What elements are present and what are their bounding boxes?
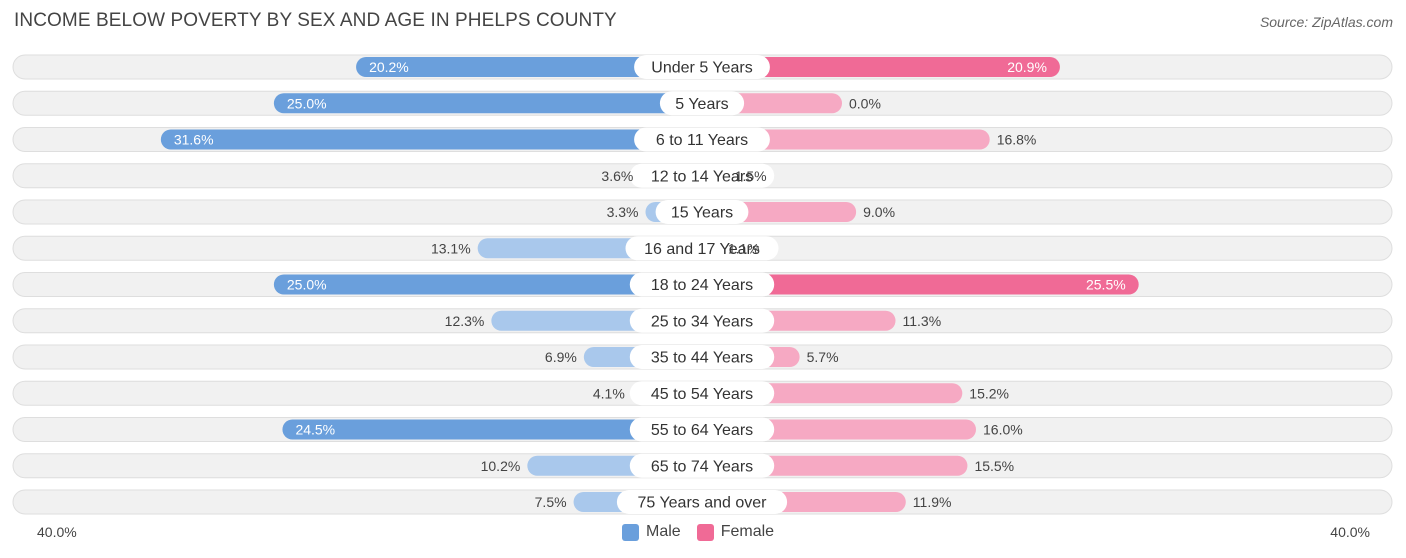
- axis-left-label: 40.0%: [37, 524, 77, 540]
- male-bar: [282, 419, 712, 440]
- male-value-label: 25.0%: [287, 277, 327, 293]
- male-bar: [356, 57, 712, 77]
- male-bar: [160, 129, 713, 150]
- chart-row: 75 Years and over 7.5% 11.9%: [12, 489, 1393, 515]
- chart-row: 15 Years 3.3% 9.0%: [12, 199, 1393, 225]
- male-value-label: 31.6%: [174, 132, 214, 148]
- category-label-bg: [629, 453, 775, 478]
- category-label: Under 5 Years: [651, 60, 752, 77]
- chart-row: 5 Years 25.0% 0.0%: [12, 90, 1393, 116]
- chart-row: 65 to 74 Years 10.2% 15.5%: [12, 453, 1393, 479]
- female-value-label: 1.1%: [728, 240, 760, 256]
- chart-row: 16 and 17 Years 13.1% 1.1%: [12, 235, 1393, 261]
- female-value-label: 1.5%: [735, 168, 767, 184]
- category-label-bg: [629, 308, 775, 333]
- female-bar: [692, 274, 1139, 295]
- female-value-label: 25.5%: [1086, 277, 1126, 293]
- male-value-label: 12.3%: [445, 313, 485, 329]
- category-label: 55 to 64 Years: [651, 422, 753, 439]
- category-label-bg: [655, 200, 749, 224]
- female-value-label: 11.3%: [903, 313, 942, 329]
- category-label-bg: [629, 381, 775, 406]
- chart-row: Under 5 Years 20.2% 20.9%: [12, 54, 1393, 80]
- category-label: 45 to 54 Years: [651, 386, 753, 403]
- male-value-label: 13.1%: [431, 240, 471, 256]
- category-label-bg: [659, 91, 745, 116]
- female-value-label: 15.5%: [974, 458, 1014, 474]
- category-label: 15 Years: [671, 205, 733, 222]
- female-value-label: 11.9%: [913, 494, 952, 510]
- chart-title: INCOME BELOW POVERTY BY SEX AND AGE IN P…: [14, 10, 617, 31]
- female-value-label: 16.8%: [997, 132, 1037, 148]
- category-label: 16 and 17 Years: [644, 241, 760, 258]
- male-value-label: 24.5%: [295, 422, 335, 438]
- legend-swatch-male: [622, 523, 639, 541]
- category-label: 25 to 34 Years: [651, 313, 753, 330]
- category-label-bg: [625, 236, 779, 261]
- chart-row: 6 to 11 Years 31.6% 16.8%: [12, 127, 1393, 152]
- category-label-bg: [634, 55, 770, 79]
- female-value-label: 5.7%: [807, 349, 839, 365]
- male-value-label: 20.2%: [369, 59, 409, 75]
- legend-item-female: Female: [696, 523, 775, 541]
- legend: Male Female: [622, 523, 790, 541]
- category-label-bg: [629, 345, 775, 369]
- category-label: 65 to 74 Years: [651, 458, 753, 475]
- female-value-label: 0.0%: [849, 95, 881, 111]
- female-value-label: 20.9%: [1007, 59, 1047, 75]
- chart-row: 25 to 34 Years 12.3% 11.3%: [12, 308, 1393, 334]
- legend-swatch-female: [696, 523, 714, 541]
- legend-label-female: Female: [720, 523, 775, 540]
- chart-row: 18 to 24 Years 25.0% 25.5%: [12, 272, 1393, 297]
- diverging-bar-chart: Under 5 Years 20.2% 20.9% 5 Years 25.0% 0.0% 6…: [12, 54, 1393, 515]
- chart-row: 12 to 14 Years 3.6% 1.5%: [12, 163, 1393, 189]
- category-label-bg: [634, 127, 770, 152]
- male-bar: [273, 93, 712, 114]
- chart-row: 35 to 44 Years 6.9% 5.7%: [12, 344, 1393, 370]
- category-label: 12 to 14 Years: [651, 168, 753, 185]
- male-bar: [273, 274, 712, 295]
- category-label-bg: [629, 272, 775, 297]
- category-label: 18 to 24 Years: [651, 277, 753, 294]
- male-value-label: 3.6%: [601, 168, 633, 184]
- chart-row: 55 to 64 Years 24.5% 16.0%: [12, 417, 1393, 442]
- male-value-label: 3.3%: [607, 204, 639, 220]
- female-value-label: 9.0%: [863, 204, 895, 220]
- male-value-label: 10.2%: [481, 458, 521, 474]
- chart-row: 45 to 54 Years 4.1% 15.2%: [12, 380, 1393, 406]
- female-value-label: 15.2%: [969, 385, 1009, 401]
- category-label: 6 to 11 Years: [656, 132, 748, 149]
- source-note: Source: ZipAtlas.com: [1259, 14, 1393, 30]
- male-value-label: 6.9%: [545, 349, 577, 365]
- category-label-bg: [629, 163, 775, 188]
- female-value-label: 16.0%: [983, 422, 1023, 438]
- male-value-label: 25.0%: [287, 95, 327, 111]
- category-label-bg: [629, 417, 775, 442]
- category-label-bg: [616, 490, 788, 514]
- category-label: 35 to 44 Years: [651, 350, 753, 367]
- legend-item-male: Male: [622, 523, 681, 541]
- category-label: 5 Years: [675, 96, 728, 113]
- axis-right-label: 40.0%: [1330, 524, 1370, 540]
- category-label: 75 Years and over: [638, 495, 768, 512]
- female-bar: [692, 57, 1060, 77]
- male-value-label: 4.1%: [593, 385, 625, 401]
- legend-label-male: Male: [646, 523, 681, 540]
- male-value-label: 7.5%: [535, 494, 567, 510]
